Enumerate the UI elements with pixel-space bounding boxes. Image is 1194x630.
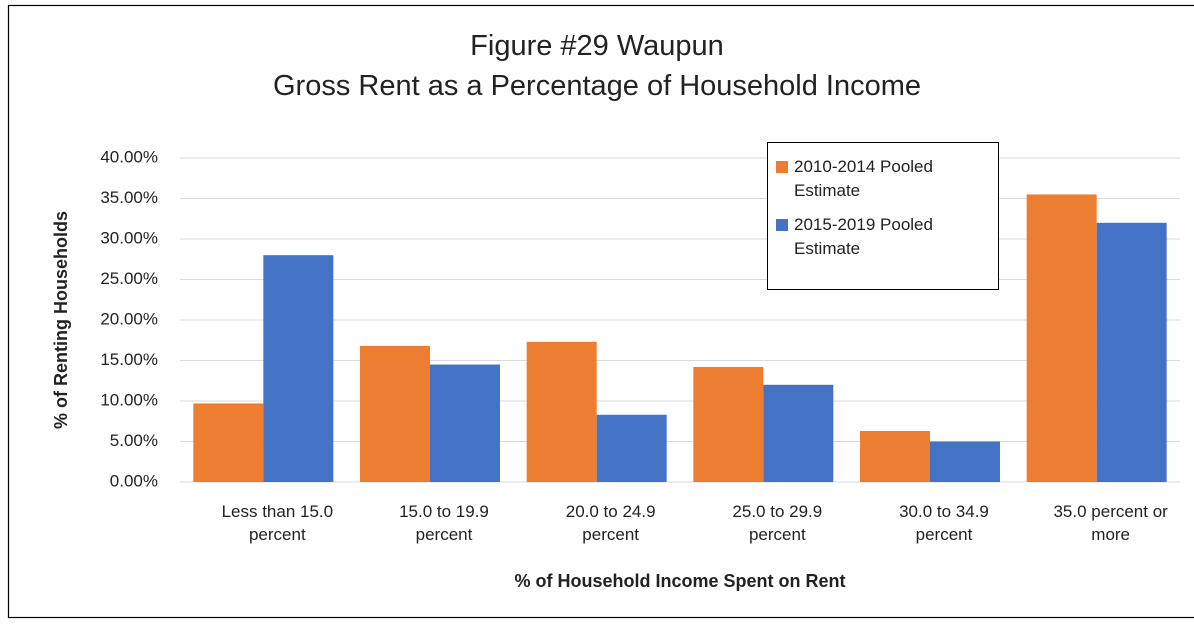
- y-tick-label: 25.00%: [100, 269, 158, 288]
- bar: [596, 414, 667, 482]
- bar: [193, 403, 264, 482]
- y-tick-label: 15.00%: [100, 350, 158, 369]
- y-tick-label: 40.00%: [100, 147, 158, 166]
- y-tick-label: 30.00%: [100, 228, 158, 247]
- x-tick-label: 20.0 to 24.9 percent: [565, 502, 656, 544]
- y-axis-label: % of Renting Households: [51, 211, 71, 429]
- chart-subtitle: Gross Rent as a Percentage of Household …: [272, 70, 922, 102]
- legend-label: 2015-2019 Pooled Estimate: [794, 215, 933, 258]
- bar: [430, 364, 500, 482]
- bar: [263, 255, 334, 482]
- legend-label: 2010-2014 Pooled Estimate: [794, 157, 933, 200]
- legend-entry: 2010-2014 Pooled Estimate: [776, 155, 990, 203]
- x-tick-label: Less than 15.0 percent: [221, 502, 334, 544]
- bar: [1096, 222, 1167, 483]
- x-tick-label: 15.0 to 19.9 percent: [399, 502, 489, 544]
- y-tick-label: 5.00%: [110, 431, 158, 450]
- bar: [526, 341, 597, 482]
- y-tick-label: 10.00%: [100, 390, 158, 409]
- legend-entry: 2015-2019 Pooled Estimate: [776, 213, 990, 261]
- y-tick-label: 0.00%: [110, 471, 158, 490]
- bar: [930, 441, 1000, 482]
- x-tick-label: 25.0 to 29.9 percent: [732, 502, 823, 544]
- bar: [1026, 194, 1097, 482]
- legend-swatch: [776, 161, 788, 173]
- legend: 2010-2014 Pooled Estimate 2015-2019 Poole…: [767, 142, 999, 290]
- x-tick-label: 35.0 percent or more: [1053, 502, 1168, 544]
- x-tick-label: 30.0 to 34.9 percent: [899, 502, 989, 544]
- bar: [860, 430, 930, 482]
- bar: [360, 345, 430, 482]
- bar: [693, 366, 764, 482]
- y-tick-label: 20.00%: [100, 309, 158, 328]
- legend-swatch: [776, 219, 788, 231]
- chart-frame: [7, 4, 1194, 619]
- chart-title: Figure #29 Waupun: [470, 30, 724, 62]
- x-axis-label: % of Household Income Spent on Rent: [514, 571, 845, 591]
- y-tick-label: 35.00%: [100, 188, 158, 207]
- bar: [763, 384, 834, 482]
